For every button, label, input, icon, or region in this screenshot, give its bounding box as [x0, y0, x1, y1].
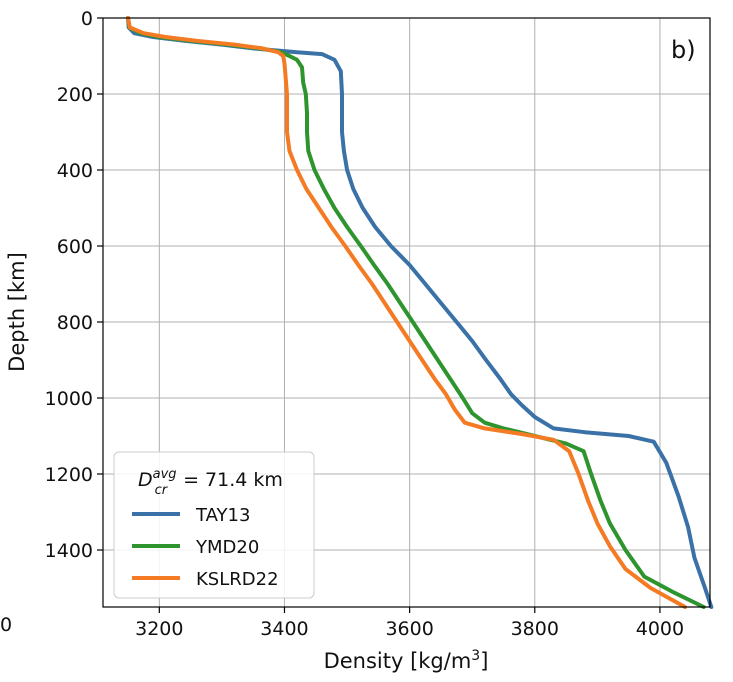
y-axis-label: Depth [km] [5, 252, 29, 372]
legend-entries: TAY13 YMD20 KSLRD22 [132, 505, 279, 590]
y-tick-label: 600 [57, 236, 93, 258]
y-tick-label: 400 [57, 160, 93, 182]
legend: Davg cr = 71.4 km TAY13 YMD20 KSLRD22 [113, 451, 315, 599]
y-axis-ticks: 0 200 400 600 800 1000 1200 1400 [45, 8, 103, 562]
panel-label: b) [671, 36, 696, 64]
x-tick-label: 3400 [260, 618, 308, 640]
y-tick-label: 0 [81, 8, 93, 30]
legend-title: Davg cr = 71.4 km [138, 467, 283, 498]
legend-label-tay13: TAY13 [195, 505, 250, 526]
y-tick-label: 800 [57, 312, 93, 334]
plot-frame [102, 17, 711, 608]
x-tick-label: 3800 [511, 618, 559, 640]
series-line-kslrd22 [126, 16, 687, 609]
stray-tick-fragment: 0 [0, 614, 12, 636]
y-tick-label: 1400 [45, 540, 93, 562]
legend-box [113, 451, 315, 599]
series-layer [126, 16, 714, 609]
x-axis-ticks: 3200 3400 3600 3800 4000 [135, 607, 684, 640]
legend-label-ymd20: YMD20 [195, 537, 259, 558]
x-tick-label: 4000 [636, 618, 684, 640]
legend-label-kslrd22: KSLRD22 [196, 569, 279, 590]
y-tick-label: 200 [57, 84, 93, 106]
x-tick-label: 3600 [385, 618, 433, 640]
y-tick-label: 1000 [45, 388, 93, 410]
y-tick-label: 1200 [45, 464, 93, 486]
x-tick-label: 3200 [135, 618, 183, 640]
x-axis-label: Density [kg/m3] [324, 648, 489, 673]
